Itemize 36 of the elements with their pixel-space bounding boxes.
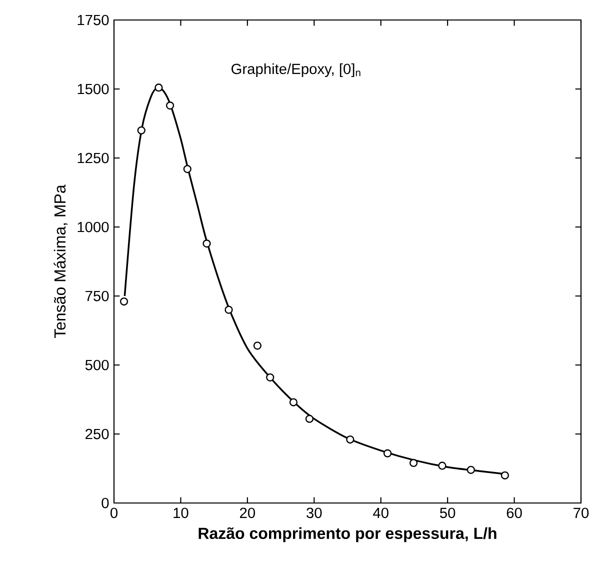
point (409, 458, 418, 468)
y-tick-label: 1500 (78, 84, 109, 94)
y-tick-label: 1250 (78, 152, 109, 164)
point (438, 462, 446, 470)
point (253, 342, 262, 350)
y-axis-title: Tensão Máxima, MPa (54, 184, 68, 338)
point (346, 435, 354, 444)
point (183, 164, 192, 174)
y-tick-label: 1750 (78, 14, 109, 26)
point (305, 414, 314, 423)
point (137, 126, 146, 134)
x-axis-title: Razão comprimento por espessura, L/h (198, 527, 496, 542)
annotation: Graphite/Epoxy, [0]$_{n}$ (232, 63, 360, 78)
y-tick-label: 250 (86, 428, 109, 440)
y-tick-label: 1000 (78, 222, 109, 232)
point (500, 471, 510, 480)
x-tick-label: 40 (373, 508, 388, 518)
x-tick-label: 50 (440, 508, 456, 518)
point (120, 297, 128, 306)
point (383, 449, 392, 458)
y-tick-label: 750 (86, 290, 109, 302)
x-tick-label: 60 (506, 508, 522, 518)
point (289, 398, 298, 406)
x-tick-label: 10 (174, 508, 188, 518)
y-tick-label: 500 (85, 360, 109, 370)
x-tick-label: 20 (240, 508, 255, 518)
point (154, 84, 163, 92)
point (202, 239, 211, 248)
x-tick-label: 0 (110, 508, 118, 518)
x-tick-label: 30 (306, 508, 322, 518)
point (266, 373, 274, 382)
point (166, 101, 174, 110)
y-tick-label: 0 (102, 498, 109, 508)
x-tick-label: 70 (574, 508, 589, 518)
point (224, 306, 233, 314)
point (466, 466, 475, 474)
